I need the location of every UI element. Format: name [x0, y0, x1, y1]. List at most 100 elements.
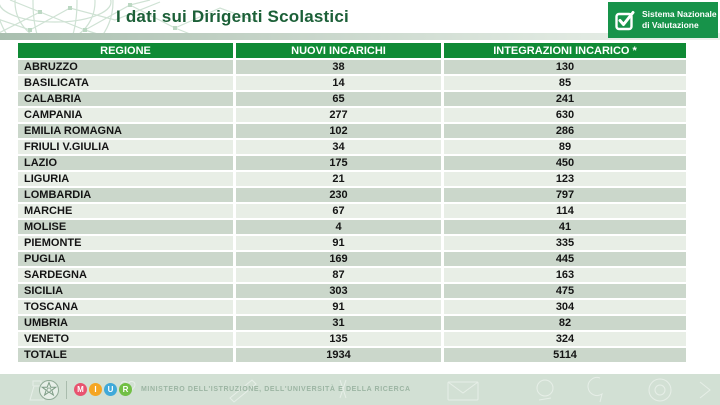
value-cell: 4	[236, 220, 441, 234]
header-band: I dati sui Dirigenti Scolastici Sistema …	[0, 0, 720, 40]
table-row: CALABRIA 65 241	[18, 92, 686, 106]
table-row: BASILICATA 14 85	[18, 76, 686, 90]
value-cell: 304	[444, 300, 686, 314]
value-cell: 335	[444, 236, 686, 250]
value-cell: 38	[236, 60, 441, 74]
value-cell: 14	[236, 76, 441, 90]
miur-letter-m: M	[74, 383, 87, 396]
value-cell: 91	[236, 236, 441, 250]
table-row: TOSCANA 91 304	[18, 300, 686, 314]
value-cell: 91	[236, 300, 441, 314]
table-row: TOTALE 1934 5114	[18, 348, 686, 362]
value-cell: 67	[236, 204, 441, 218]
region-cell: UMBRIA	[18, 316, 233, 330]
value-cell: 31	[236, 316, 441, 330]
region-cell: PIEMONTE	[18, 236, 233, 250]
value-cell: 130	[444, 60, 686, 74]
value-cell: 630	[444, 108, 686, 122]
value-cell: 114	[444, 204, 686, 218]
table-row: VENETO 135 324	[18, 332, 686, 346]
region-cell: SICILIA	[18, 284, 233, 298]
value-cell: 85	[444, 76, 686, 90]
miur-letter-r: R	[119, 383, 132, 396]
region-cell: FRIULI V.GIULIA	[18, 140, 233, 154]
snv-logo-line2: di Valutazione	[642, 20, 699, 30]
miur-letter-i: I	[89, 383, 102, 396]
region-cell: TOSCANA	[18, 300, 233, 314]
table-row: ABRUZZO 38 130	[18, 60, 686, 74]
region-cell: MOLISE	[18, 220, 233, 234]
value-cell: 230	[236, 188, 441, 202]
value-cell: 163	[444, 268, 686, 282]
snv-logo-line1: Sistema Nazionale	[642, 9, 717, 20]
value-cell: 286	[444, 124, 686, 138]
region-cell: SARDEGNA	[18, 268, 233, 282]
value-cell: 450	[444, 156, 686, 170]
table-body: ABRUZZO 38 130 BASILICATA 14 85 CALABRIA 65 241 C…	[18, 60, 686, 362]
snv-logo: Sistema Nazionale di Valutazione	[608, 2, 718, 38]
value-cell: 445	[444, 252, 686, 266]
footer-divider	[66, 380, 67, 399]
region-cell: BASILICATA	[18, 76, 233, 90]
regions-table-wrap: REGIONE NUOVI INCARICHI INTEGRAZIONI INC…	[15, 41, 689, 364]
value-cell: 475	[444, 284, 686, 298]
value-cell: 41	[444, 220, 686, 234]
value-cell: 303	[236, 284, 441, 298]
table-row: CAMPANIA 277 630	[18, 108, 686, 122]
value-cell: 87	[236, 268, 441, 282]
table-row: MOLISE 4 41	[18, 220, 686, 234]
value-cell: 1934	[236, 348, 441, 362]
value-cell: 169	[236, 252, 441, 266]
region-cell: CALABRIA	[18, 92, 233, 106]
region-cell: PUGLIA	[18, 252, 233, 266]
value-cell: 21	[236, 172, 441, 186]
table-row: FRIULI V.GIULIA 34 89	[18, 140, 686, 154]
header-gradient-strip	[0, 33, 720, 40]
value-cell: 277	[236, 108, 441, 122]
region-cell: LAZIO	[18, 156, 233, 170]
regions-table: REGIONE NUOVI INCARICHI INTEGRAZIONI INC…	[15, 41, 689, 364]
italy-emblem-icon	[39, 379, 59, 400]
region-cell: ABRUZZO	[18, 60, 233, 74]
column-header-nuovi-incarichi: NUOVI INCARICHI	[236, 43, 441, 58]
column-header-integrazioni-incarico: INTEGRAZIONI INCARICO *	[444, 43, 686, 58]
value-cell: 797	[444, 188, 686, 202]
snv-logo-text: Sistema Nazionale di Valutazione	[642, 9, 717, 30]
table-row: LAZIO 175 450	[18, 156, 686, 170]
value-cell: 102	[236, 124, 441, 138]
column-header-regione: REGIONE	[18, 43, 233, 58]
value-cell: 34	[236, 140, 441, 154]
region-cell: LIGURIA	[18, 172, 233, 186]
value-cell: 65	[236, 92, 441, 106]
footer-doodle-pattern	[29, 377, 711, 403]
table-row: SARDEGNA 87 163	[18, 268, 686, 282]
region-cell: EMILIA ROMAGNA	[18, 124, 233, 138]
table-row: PUGLIA 169 445	[18, 252, 686, 266]
table-header: REGIONE NUOVI INCARICHI INTEGRAZIONI INC…	[18, 43, 686, 58]
table-row: UMBRIA 31 82	[18, 316, 686, 330]
value-cell: 324	[444, 332, 686, 346]
table-row: SICILIA 303 475	[18, 284, 686, 298]
value-cell: 89	[444, 140, 686, 154]
checkbox-check-icon	[615, 10, 635, 30]
value-cell: 135	[236, 332, 441, 346]
region-cell: VENETO	[18, 332, 233, 346]
table-row: MARCHE 67 114	[18, 204, 686, 218]
table-row: EMILIA ROMAGNA 102 286	[18, 124, 686, 138]
value-cell: 5114	[444, 348, 686, 362]
value-cell: 241	[444, 92, 686, 106]
table-row: LOMBARDIA 230 797	[18, 188, 686, 202]
value-cell: 123	[444, 172, 686, 186]
region-cell: CAMPANIA	[18, 108, 233, 122]
region-cell: TOTALE	[18, 348, 233, 362]
ministry-name: MINISTERO DELL'ISTRUZIONE, DELL'UNIVERSI…	[141, 386, 411, 393]
page-title: I dati sui Dirigenti Scolastici	[116, 7, 349, 26]
value-cell: 82	[444, 316, 686, 330]
table-row: LIGURIA 21 123	[18, 172, 686, 186]
region-cell: LOMBARDIA	[18, 188, 233, 202]
miur-letter-u: U	[104, 383, 117, 396]
value-cell: 175	[236, 156, 441, 170]
region-cell: MARCHE	[18, 204, 233, 218]
